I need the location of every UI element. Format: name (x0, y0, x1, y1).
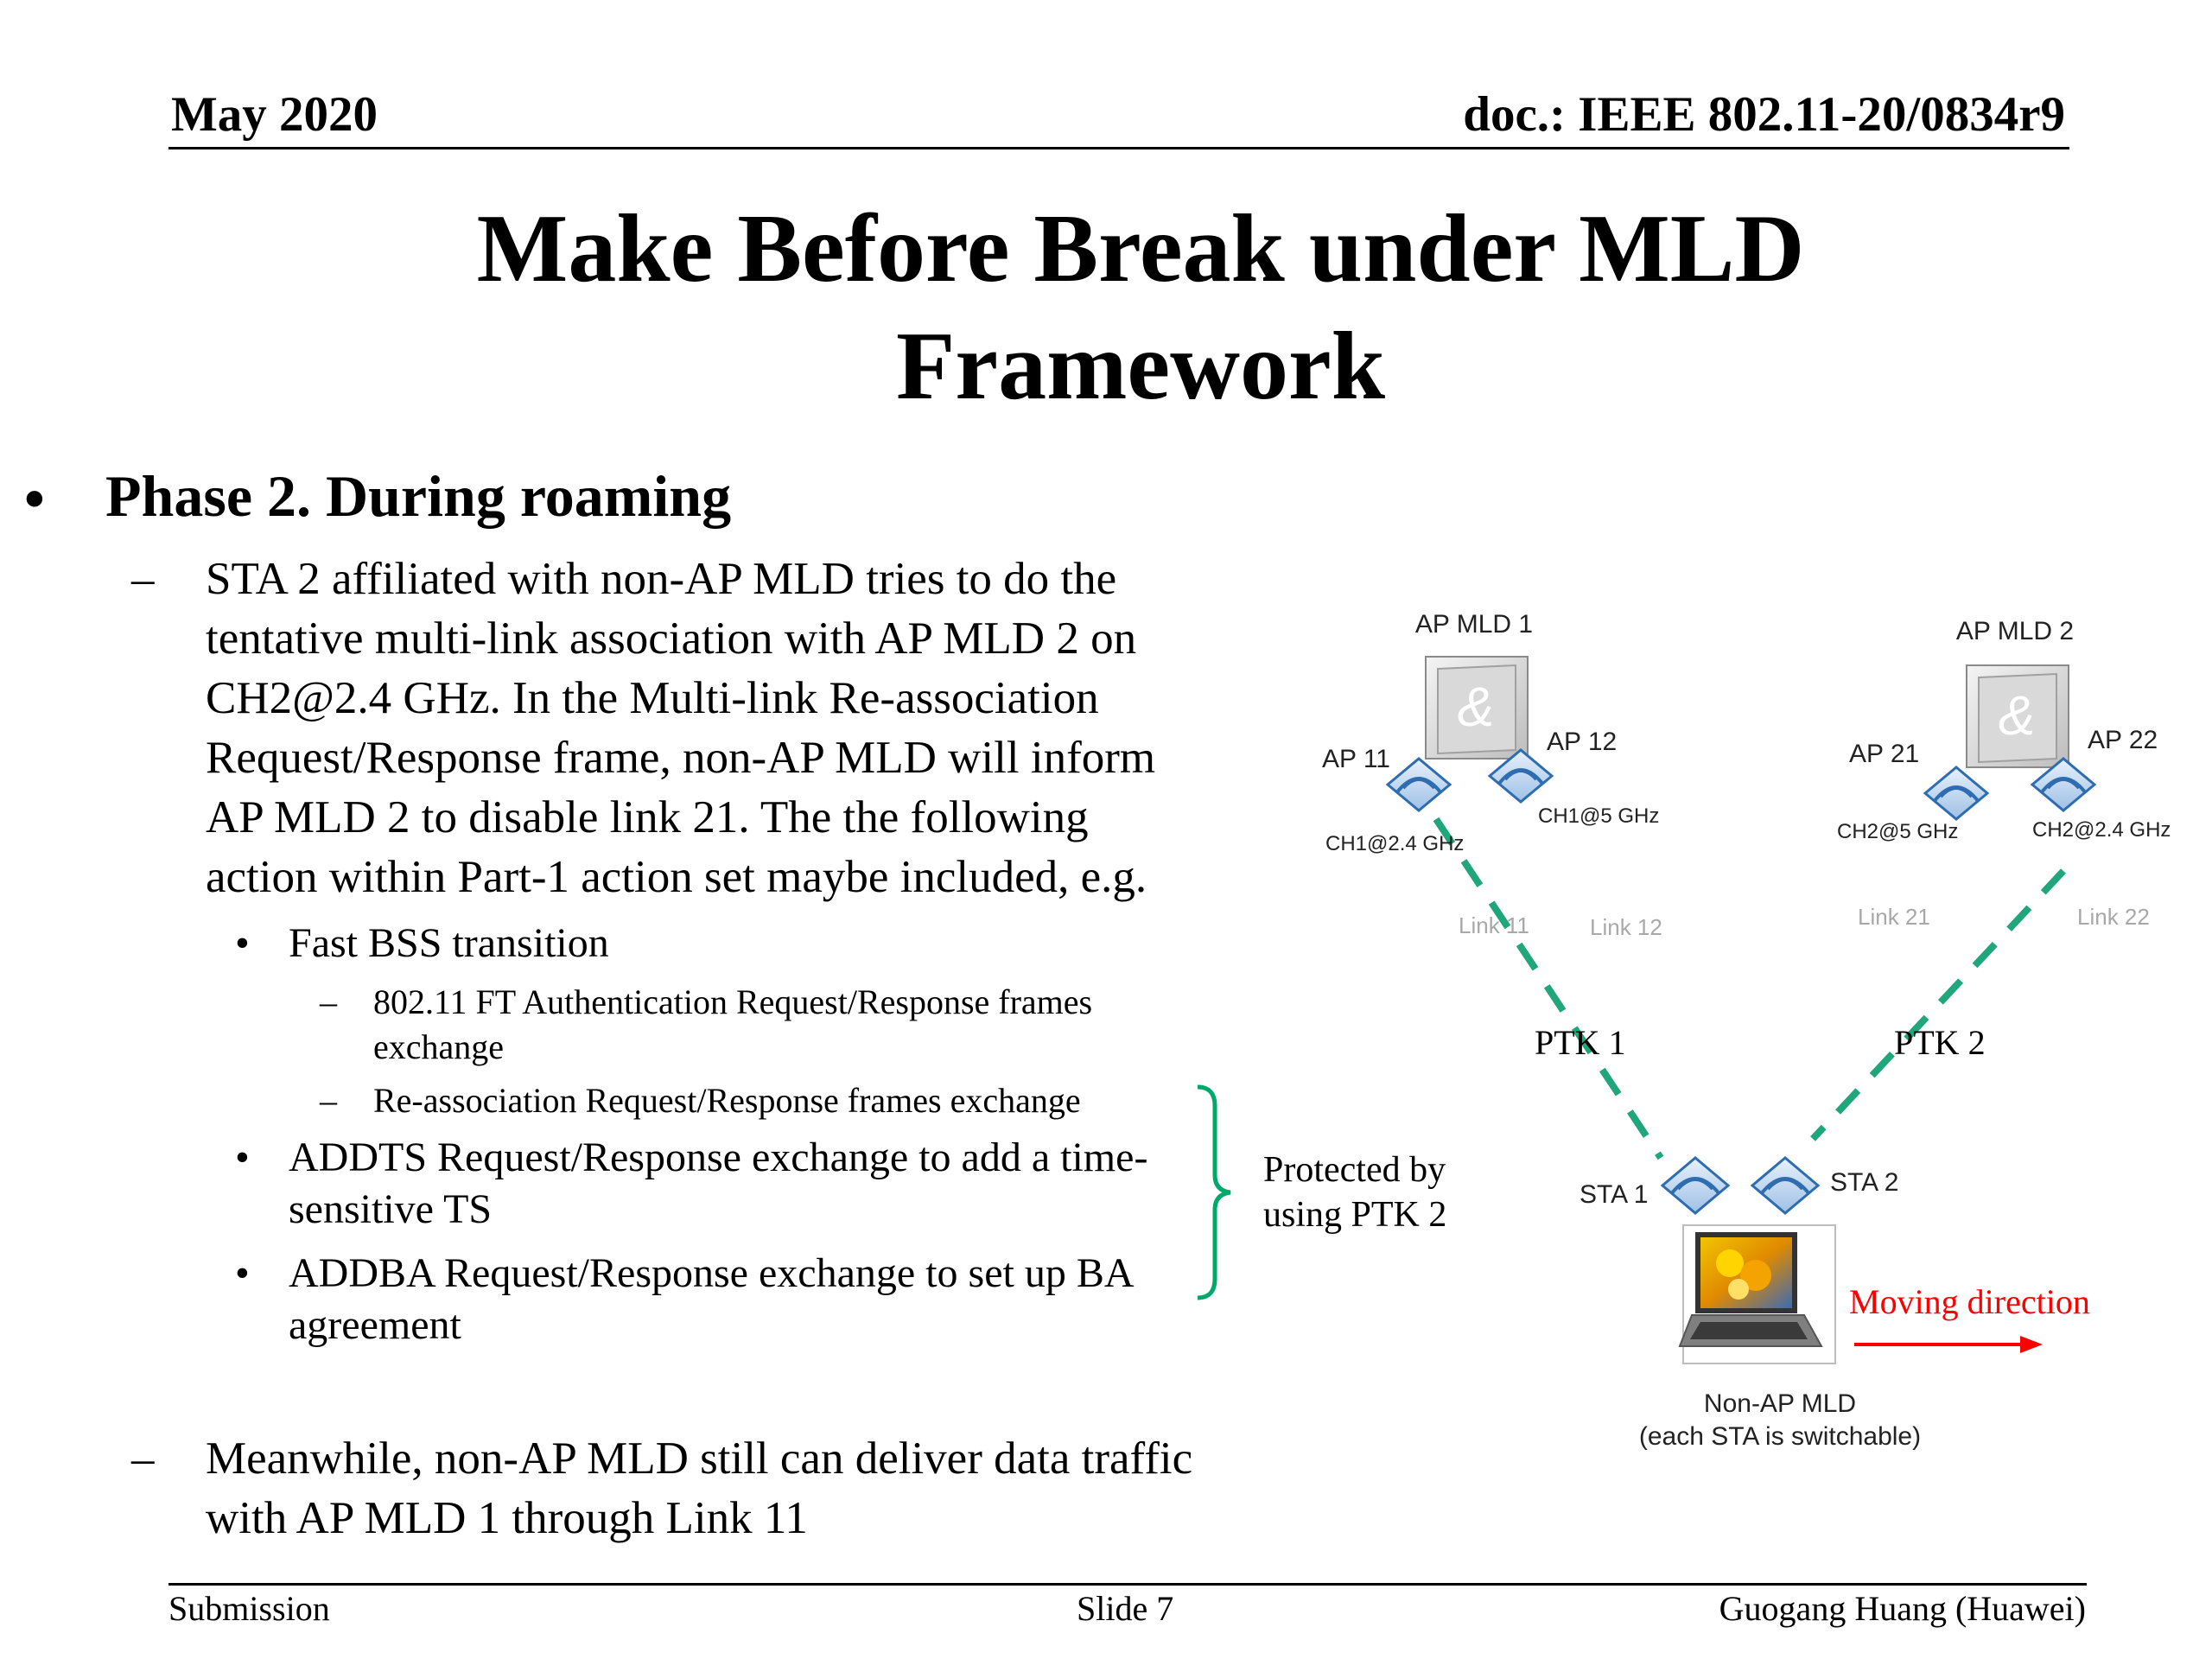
label-ch-ap11: CH1@2.4 GHz (1325, 832, 1464, 855)
title-line-2: Framework (895, 313, 1385, 420)
wifi-antenna-icon (1385, 757, 1452, 812)
footer-submission: Submission (168, 1589, 330, 1628)
bullet-marker-small: • (235, 1250, 250, 1296)
item-line: sensitive TS (289, 1186, 493, 1232)
server-icon: & (1425, 656, 1529, 760)
item-addba: ADDBA Request/Response exchange to set u… (289, 1248, 1135, 1351)
para-line: Request/Response frame, non-AP MLD will … (206, 733, 1156, 783)
item-fast-bss: Fast BSS transition (289, 920, 609, 966)
wifi-antenna-icon (1660, 1156, 1731, 1215)
label-ap-mld2: AP MLD 2 (1956, 617, 2074, 645)
wifi-antenna-icon (1750, 1156, 1821, 1215)
bullet-marker-small: • (235, 920, 250, 966)
label-sta2: STA 2 (1830, 1168, 1898, 1197)
para-line: AP MLD 2 to disable link 21. The the fol… (206, 792, 1089, 842)
para-line: STA 2 affiliated with non-AP MLD tries t… (206, 554, 1117, 604)
link11-line (1433, 817, 1664, 1160)
footer-author: Guogang Huang (Huawei) (1719, 1589, 2086, 1628)
item-line: exchange (373, 1027, 505, 1066)
link22-line (1810, 868, 2066, 1141)
laptop-icon (1678, 1224, 1836, 1364)
item-addts: ADDTS Request/Response exchange to add a… (289, 1132, 1147, 1236)
bullet-marker-small: • (235, 1135, 250, 1180)
svg-text:&: & (1458, 676, 1495, 738)
header-date: May 2020 (171, 87, 378, 142)
bullet-marker: • (24, 466, 45, 531)
server-icon: & (1966, 664, 2069, 768)
dash-marker-2: – (131, 1433, 155, 1484)
footer-slide-number: Slide 7 (1077, 1589, 1174, 1628)
item-ft-auth: 802.11 FT Authentication Request/Respons… (373, 980, 1092, 1070)
para-line: tentative multi-link association with AP… (206, 613, 1137, 664)
label-moving-direction: Moving direction (1849, 1282, 2090, 1321)
label-ap-mld1: AP MLD 1 (1415, 610, 1533, 639)
label-switchable: (each STA is switchable) (1639, 1422, 1921, 1451)
note-line: using PTK 2 (1263, 1195, 1447, 1235)
para-line: CH2@2.4 GHz. In the Multi-link Re-associ… (206, 673, 1099, 723)
label-link21: Link 21 (1858, 904, 1930, 930)
svg-text:&: & (1999, 684, 2036, 747)
item-line: agreement (289, 1302, 461, 1348)
arrow-right-icon (1854, 1336, 2043, 1353)
label-ap21: AP 21 (1849, 740, 1919, 768)
label-ch-ap22: CH2@2.4 GHz (2032, 818, 2171, 842)
item-line: ADDTS Request/Response exchange to add a… (289, 1135, 1148, 1180)
brace-shape (1197, 1084, 1231, 1300)
dash-marker-1: – (131, 554, 155, 604)
dash-marker-small: – (320, 982, 337, 1021)
item-reassoc: Re-association Request/Response frames e… (373, 1081, 1081, 1120)
label-ap12: AP 12 (1547, 728, 1617, 756)
label-ch-ap12: CH1@5 GHz (1538, 804, 1659, 828)
wifi-antenna-icon (2030, 757, 2097, 812)
title-line-1: Make Before Break under MLD (476, 195, 1805, 302)
slide-title: Make Before Break under MLD Framework (0, 190, 2212, 425)
para-line: Meanwhile, non-AP MLD still can deliver … (206, 1433, 1193, 1484)
label-ptk1: PTK 1 (1535, 1023, 1626, 1062)
label-link12: Link 12 (1590, 914, 1662, 940)
label-ap11: AP 11 (1322, 745, 1390, 773)
paragraph-sta2: STA 2 affiliated with non-AP MLD tries t… (206, 550, 1329, 907)
label-non-ap-mld: Non-AP MLD (1704, 1389, 1856, 1418)
note-line: Protected by (1263, 1150, 1446, 1190)
header-rule (168, 147, 2069, 149)
para-line: with AP MLD 1 through Link 11 (206, 1493, 808, 1543)
label-sta1: STA 1 (1580, 1180, 1648, 1209)
dash-marker-small: – (320, 1081, 337, 1120)
wifi-antenna-icon (1487, 748, 1554, 804)
paragraph-meanwhile: Meanwhile, non-AP MLD still can deliver … (206, 1429, 1415, 1548)
phase-heading: Phase 2. During roaming (105, 463, 732, 529)
wifi-antenna-icon (1923, 766, 1990, 821)
header-doc-id: doc.: IEEE 802.11-20/0834r9 (1463, 87, 2065, 142)
label-link11: Link 11 (1459, 912, 1529, 938)
label-link22: Link 22 (2077, 904, 2150, 930)
footer-rule (168, 1583, 2087, 1586)
label-ap22: AP 22 (2088, 726, 2158, 754)
protected-note: Protected by using PTK 2 (1263, 1147, 1446, 1237)
label-ch-ap21: CH2@5 GHz (1837, 820, 1958, 843)
label-ptk2: PTK 2 (1894, 1023, 1986, 1062)
para-line: action within Part-1 action set maybe in… (206, 852, 1147, 902)
item-line: ADDBA Request/Response exchange to set u… (289, 1250, 1135, 1296)
item-line: 802.11 FT Authentication Request/Respons… (373, 982, 1093, 1021)
